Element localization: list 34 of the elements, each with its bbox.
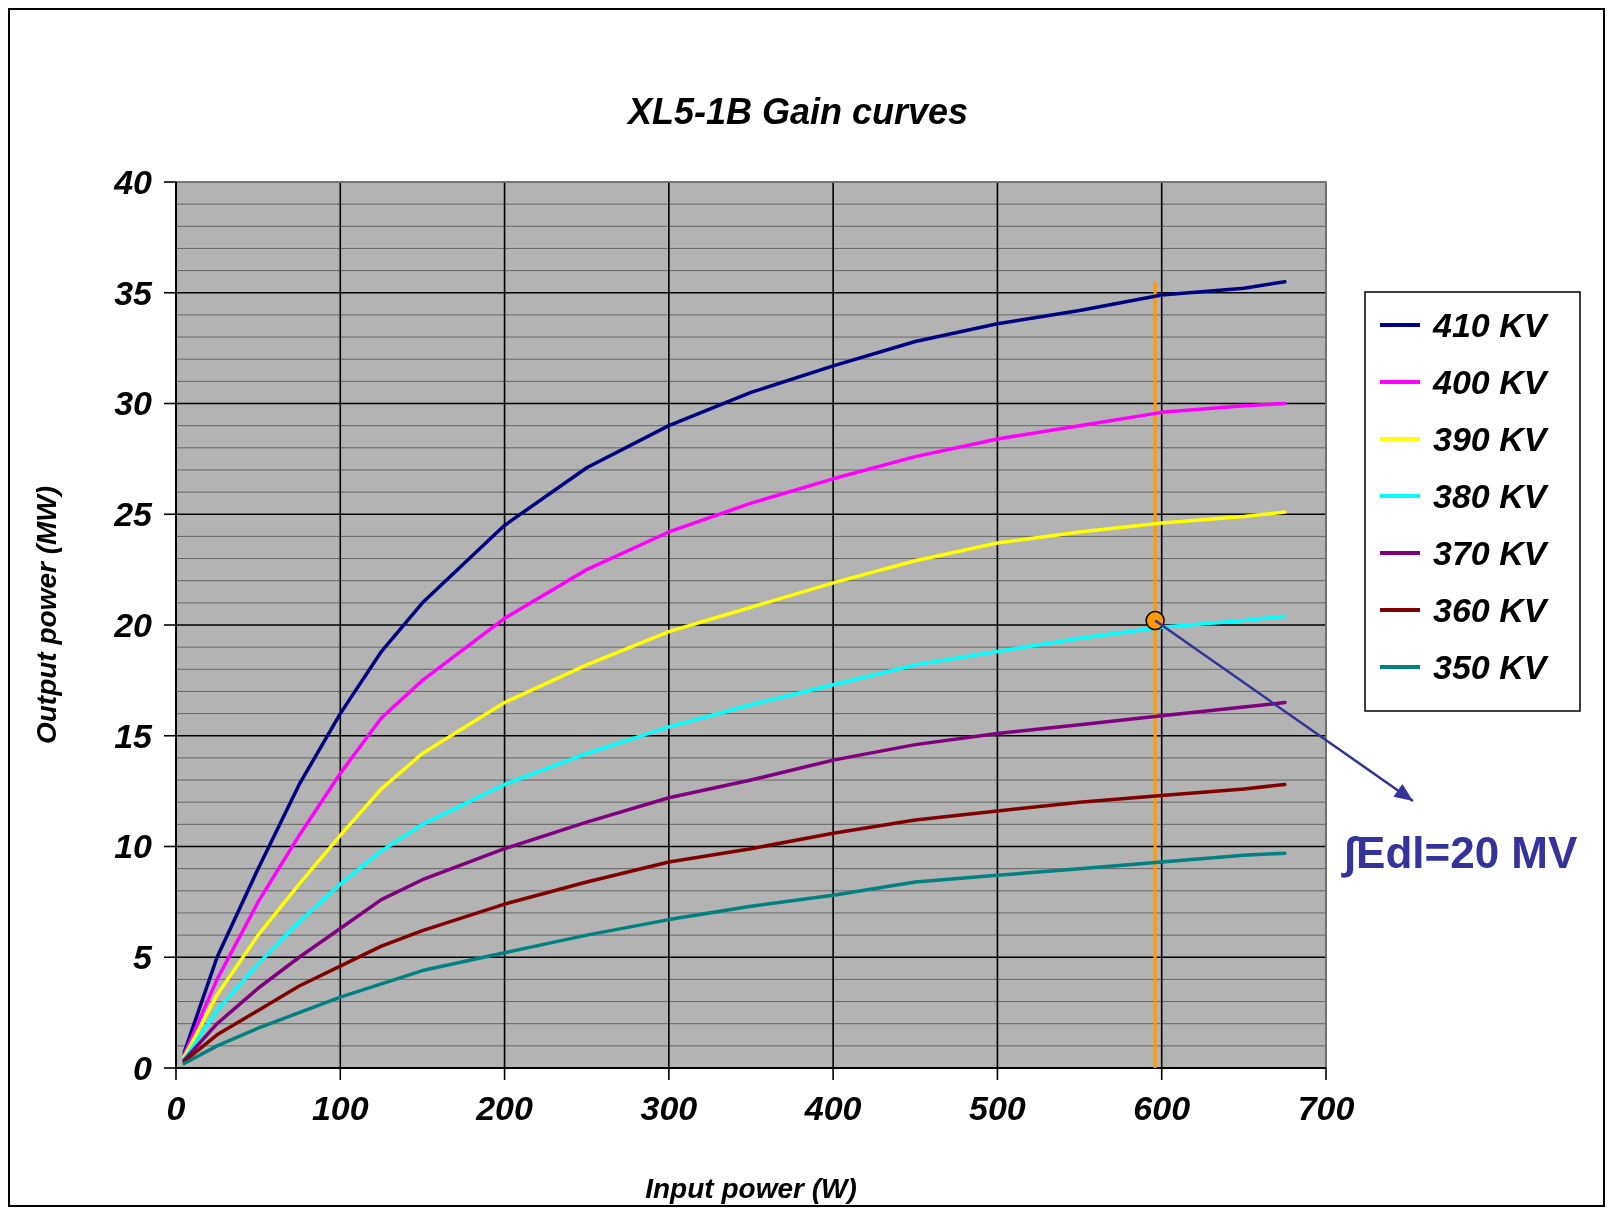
x-tick-label: 200: [475, 1089, 534, 1127]
legend-label: 390 KV: [1433, 419, 1550, 458]
y-tick-label: 10: [114, 827, 153, 866]
chart-title: XL5-1B Gain curves: [625, 91, 969, 132]
annotation: ∫Edl=20 MV: [1341, 828, 1579, 878]
line-series: [182, 782, 1287, 1064]
x-tick-label: 100: [311, 1089, 369, 1127]
x-tick-label: 700: [1297, 1089, 1355, 1127]
legend-label: 370 KV: [1433, 533, 1550, 572]
y-tick-label: 25: [113, 495, 154, 534]
line-series: [182, 510, 1287, 1059]
x-axis-title: Input power (W): [645, 1173, 857, 1204]
y-tick-label: 20: [113, 605, 153, 644]
legend-label: 410 KV: [1432, 305, 1550, 344]
line-series: [182, 700, 1287, 1062]
y-axis-title: Output power (MW): [31, 485, 62, 745]
legend-label: 350 KV: [1433, 647, 1550, 686]
legend-label: 400 KV: [1432, 362, 1550, 401]
x-tick-label: 600: [1133, 1089, 1191, 1127]
line-series: [182, 851, 1287, 1066]
legend-label: 380 KV: [1433, 476, 1550, 515]
y-tick-label: 40: [113, 162, 153, 201]
y-tick-label: 15: [114, 716, 154, 755]
y-tick-label: 0: [133, 1048, 153, 1087]
x-tick-label: 300: [640, 1089, 698, 1127]
x-tick-label: 500: [969, 1089, 1026, 1127]
legend-label: 360 KV: [1433, 590, 1550, 629]
y-tick-label: 35: [114, 273, 154, 312]
y-tick-label: 5: [133, 938, 154, 977]
line-series: [182, 279, 1287, 1055]
y-tick-label: 30: [114, 384, 153, 423]
line-series: [182, 401, 1287, 1057]
x-tick-label: 0: [166, 1089, 186, 1127]
x-tick-label: 400: [803, 1089, 862, 1127]
